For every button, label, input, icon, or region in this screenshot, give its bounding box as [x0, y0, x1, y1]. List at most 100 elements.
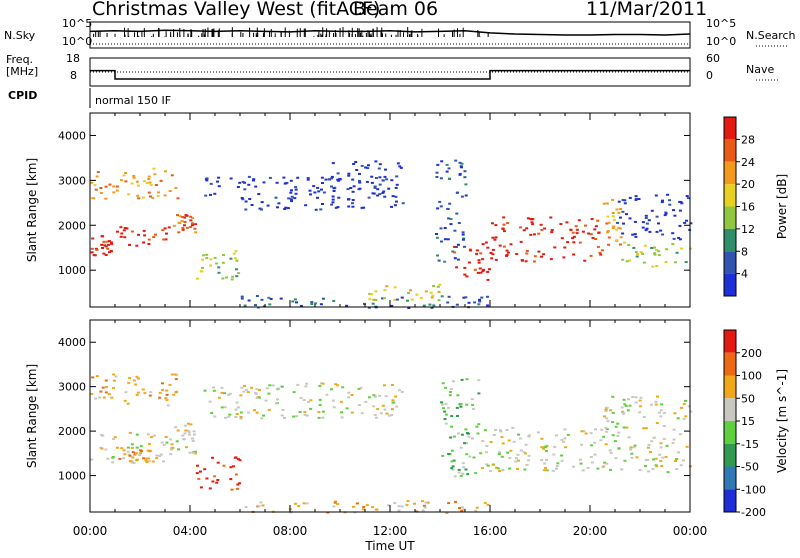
heatmap-cell — [372, 405, 376, 408]
heatmap-cell — [102, 240, 106, 243]
heatmap-cell — [364, 166, 368, 169]
heatmap-cell — [457, 468, 461, 471]
freq-series-line — [90, 69, 690, 80]
heatmap-cell — [407, 307, 411, 309]
heatmap-cell — [128, 431, 132, 434]
heatmap-cell — [603, 415, 607, 418]
heatmap-cell — [358, 187, 362, 190]
heatmap-cell — [122, 449, 126, 452]
heatmap-cell — [460, 162, 464, 165]
heatmap-cell — [351, 190, 355, 193]
heatmap-cell — [665, 444, 669, 447]
heatmap-cell — [491, 248, 495, 251]
heatmap-cell — [201, 258, 205, 261]
heatmap-cell — [292, 391, 296, 394]
heatmap-cell — [619, 216, 622, 219]
heatmap-cell — [519, 226, 523, 229]
heatmap-cell — [308, 189, 312, 192]
heatmap-cell — [101, 235, 105, 238]
heatmap-cell — [155, 454, 159, 457]
heatmap-cell — [147, 243, 151, 245]
heatmap-cell — [175, 440, 179, 443]
heatmap-cell — [530, 221, 534, 224]
heatmap-cell — [400, 390, 404, 393]
heatmap-cell — [115, 185, 119, 188]
heatmap-cell — [542, 447, 546, 450]
heatmap-cell — [516, 468, 519, 470]
heatmap-cell — [611, 198, 615, 201]
heatmap-cell — [136, 194, 140, 197]
heatmap-cell — [637, 198, 641, 200]
colorbar-label: Power [dB] — [775, 174, 789, 239]
heatmap-cell — [105, 240, 109, 243]
heatmap-cell — [224, 416, 227, 419]
heatmap-cell — [620, 406, 624, 409]
heatmap-cell — [197, 477, 201, 480]
heatmap-cell — [444, 413, 448, 416]
heatmap-cell — [215, 262, 219, 265]
heatmap-cell — [478, 300, 482, 303]
heatmap-cell — [123, 227, 127, 229]
heatmap-cell — [136, 391, 140, 394]
heatmap-cell — [130, 443, 134, 446]
heatmap-cell — [477, 261, 481, 264]
heatmap-cell — [391, 408, 394, 411]
heatmap-cell — [572, 465, 576, 468]
heatmap-cell — [238, 459, 242, 462]
heatmap-cell — [208, 264, 212, 267]
heatmap-cell — [461, 473, 465, 476]
heatmap-cell — [148, 449, 152, 452]
heatmap-cell — [351, 202, 354, 205]
heatmap-cell — [221, 277, 225, 280]
heatmap-cell — [657, 254, 661, 257]
heatmap-cell — [312, 185, 316, 188]
heatmap-cell — [144, 459, 148, 462]
heatmap-cell — [158, 455, 162, 457]
heatmap-cell — [599, 439, 603, 442]
heatmap-cell — [358, 172, 361, 175]
heatmap-cell — [475, 252, 479, 255]
heatmap-cell — [175, 390, 179, 393]
heatmap-cell — [374, 290, 378, 293]
heatmap-cell — [276, 398, 279, 401]
heatmap-cell — [481, 270, 485, 273]
heatmap-cell — [228, 413, 232, 416]
heatmap-cell — [177, 448, 181, 451]
heatmap-cell — [497, 453, 501, 455]
heatmap-cell — [632, 246, 636, 249]
heatmap-cell — [357, 387, 361, 390]
heatmap-cell — [147, 191, 151, 194]
heatmap-cell — [209, 193, 212, 196]
heatmap-cell — [491, 253, 495, 256]
heatmap-cell — [209, 182, 213, 185]
colorbar-segment — [724, 161, 736, 185]
heatmap-cell — [479, 452, 483, 455]
heatmap-cell — [489, 252, 493, 254]
heatmap-cell — [493, 238, 497, 241]
heatmap-cell — [486, 295, 489, 298]
range-tick-label: 4000 — [58, 129, 86, 142]
heatmap-cell — [109, 241, 113, 244]
heatmap-cell — [385, 178, 389, 181]
heatmap-cell — [331, 201, 335, 204]
heatmap-cell — [485, 463, 489, 466]
heatmap-cell — [574, 225, 578, 228]
heatmap-cell — [145, 182, 149, 184]
heatmap-cell — [321, 410, 325, 413]
heatmap-cell — [440, 403, 444, 406]
heatmap-cell — [456, 243, 460, 246]
heatmap-cell — [231, 275, 235, 278]
heatmap-cell — [229, 257, 233, 260]
heatmap-cell — [336, 384, 340, 387]
heatmap-cell — [509, 449, 513, 452]
colorbar-tick-label: 15 — [741, 415, 755, 428]
heatmap-cell — [123, 399, 127, 402]
heatmap-cell — [597, 231, 601, 234]
nsearch-tick-high: 10^5 — [706, 17, 737, 30]
heatmap-cell — [368, 298, 372, 301]
heatmap-cell — [506, 251, 510, 254]
heatmap-cell — [628, 259, 632, 262]
heatmap-cell — [352, 163, 356, 165]
heatmap-cell — [212, 386, 215, 389]
heatmap-cell — [423, 506, 427, 509]
